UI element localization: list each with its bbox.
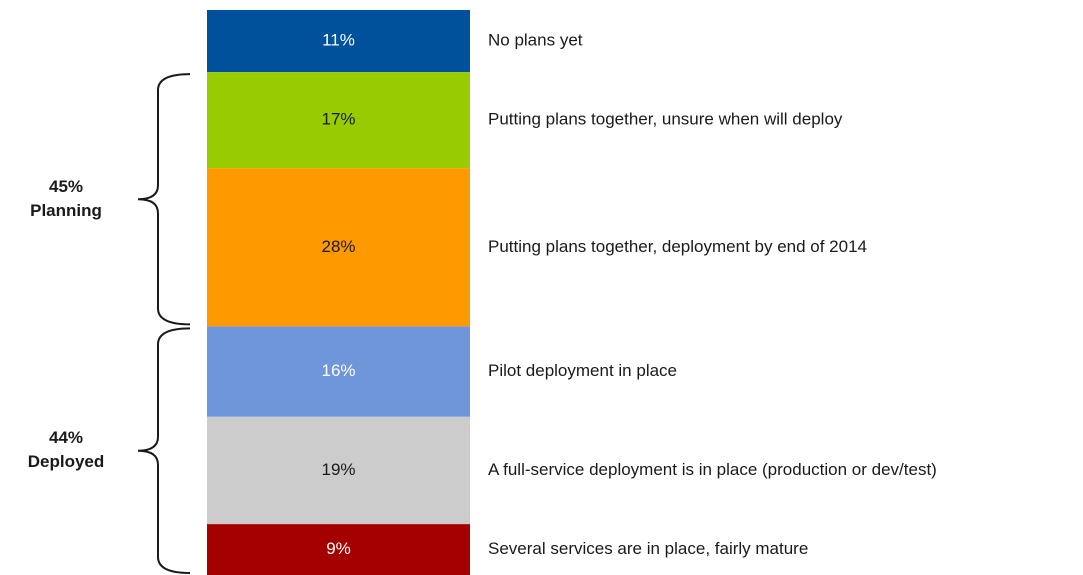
category-label: Several services are in place, fairly ma… xyxy=(488,539,808,558)
segment xyxy=(207,326,470,417)
category-label: Putting plans together, deployment by en… xyxy=(488,237,867,256)
group-bracket xyxy=(137,327,191,574)
category-label: A full-service deployment is in place (p… xyxy=(488,460,937,479)
segment xyxy=(207,168,470,327)
segment-label: 19% xyxy=(321,460,355,479)
segment xyxy=(207,10,470,73)
segment xyxy=(207,72,470,169)
segment-label: 9% xyxy=(326,539,351,558)
segment-label: 11% xyxy=(322,31,355,50)
segment-label: 16% xyxy=(321,361,355,380)
segment-label: 28% xyxy=(321,237,355,256)
category-label: Putting plans together, unsure when will… xyxy=(488,110,843,129)
group-name: Deployed xyxy=(28,452,105,471)
segment-label: 17% xyxy=(321,110,355,129)
group-value: 44% xyxy=(49,428,83,447)
category-label: No plans yet xyxy=(488,31,583,50)
segment xyxy=(207,524,470,575)
category-label: Pilot deployment in place xyxy=(488,361,677,380)
group-value: 45% xyxy=(49,177,83,196)
group-bracket xyxy=(137,73,191,326)
group-name: Planning xyxy=(30,201,102,220)
segment xyxy=(207,416,470,525)
